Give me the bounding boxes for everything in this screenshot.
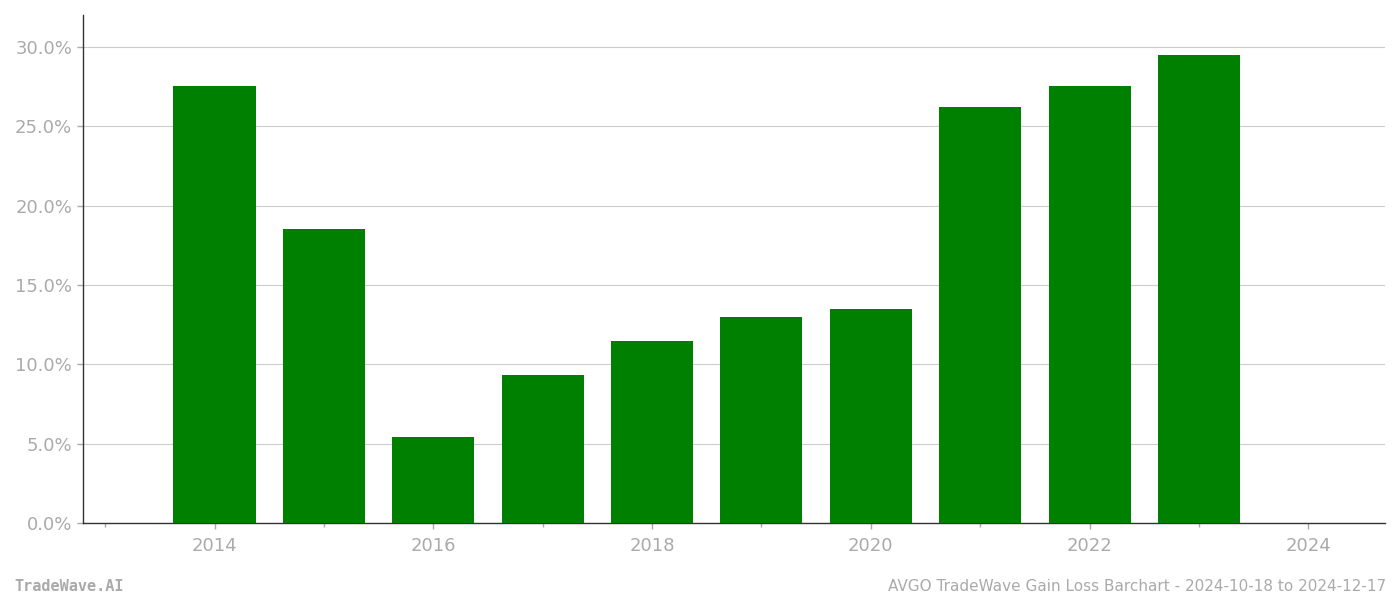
Bar xyxy=(939,107,1021,523)
Bar xyxy=(501,376,584,523)
Bar xyxy=(721,317,802,523)
Bar xyxy=(174,86,256,523)
Bar xyxy=(830,309,911,523)
Text: AVGO TradeWave Gain Loss Barchart - 2024-10-18 to 2024-12-17: AVGO TradeWave Gain Loss Barchart - 2024… xyxy=(888,579,1386,594)
Text: TradeWave.AI: TradeWave.AI xyxy=(14,579,123,594)
Bar xyxy=(392,437,475,523)
Bar xyxy=(283,229,365,523)
Bar xyxy=(1049,86,1131,523)
Bar xyxy=(1158,55,1240,523)
Bar xyxy=(610,341,693,523)
